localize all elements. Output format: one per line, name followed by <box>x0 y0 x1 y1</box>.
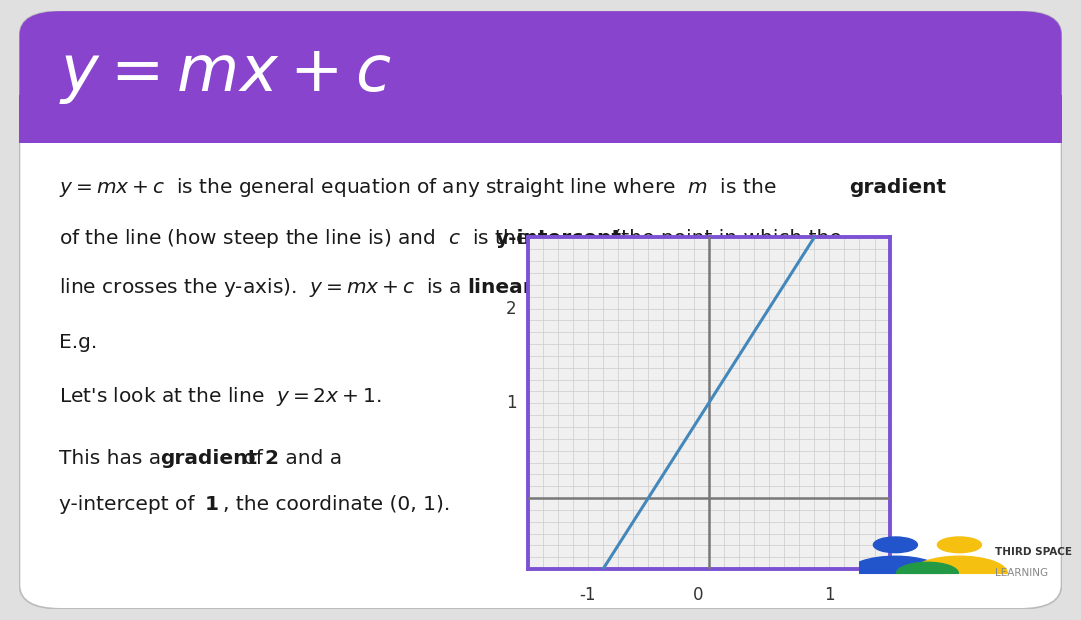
Text: LEARNING: LEARNING <box>996 569 1049 578</box>
Text: y-intercept of: y-intercept of <box>59 495 201 514</box>
Text: of the line (how steep the line is) and  $\it{c}$  is the: of the line (how steep the line is) and … <box>59 227 536 250</box>
Text: and a: and a <box>279 449 342 467</box>
Bar <box>19 95 1062 143</box>
Wedge shape <box>911 556 1007 574</box>
Text: E.g.: E.g. <box>59 334 97 352</box>
Wedge shape <box>896 562 959 574</box>
Circle shape <box>873 537 918 552</box>
Text: (the point in which the: (the point in which the <box>608 229 842 248</box>
Text: THIRD SPACE: THIRD SPACE <box>996 547 1072 557</box>
Text: 2: 2 <box>265 449 278 467</box>
Text: $\it{y} = \it{mx} + \it{c}$  is the general equation of any straight line where : $\it{y} = \it{mx} + \it{c}$ is the gener… <box>59 176 777 199</box>
Text: line crosses the y-axis).  $\it{y} = \it{mx} + \it{c}$  is a: line crosses the y-axis). $\it{y} = \it{… <box>59 276 463 299</box>
Text: 1: 1 <box>506 394 517 412</box>
Text: This has a: This has a <box>59 449 168 467</box>
Text: y-intercept: y-intercept <box>496 229 622 248</box>
Text: Let's look at the line  $\it{y} = 2\it{x} + 1$.: Let's look at the line $\it{y} = 2\it{x}… <box>59 385 382 408</box>
Text: linear: linear <box>468 278 533 297</box>
Text: 1: 1 <box>205 495 219 514</box>
FancyBboxPatch shape <box>19 11 1062 609</box>
Text: $\it{y} = \it{mx} + \it{c}$: $\it{y} = \it{mx} + \it{c}$ <box>59 45 391 105</box>
Circle shape <box>937 537 982 552</box>
Text: gradient: gradient <box>160 449 257 467</box>
Wedge shape <box>848 556 944 574</box>
Text: 2: 2 <box>506 299 517 317</box>
Text: equation.: equation. <box>524 278 626 297</box>
Text: 0: 0 <box>693 586 704 604</box>
Text: , the coordinate (0, 1).: , the coordinate (0, 1). <box>223 495 450 514</box>
Text: -1: -1 <box>579 586 596 604</box>
Text: of: of <box>237 449 269 467</box>
Text: 1: 1 <box>824 586 835 604</box>
FancyBboxPatch shape <box>19 11 1062 143</box>
Text: gradient: gradient <box>849 178 946 197</box>
